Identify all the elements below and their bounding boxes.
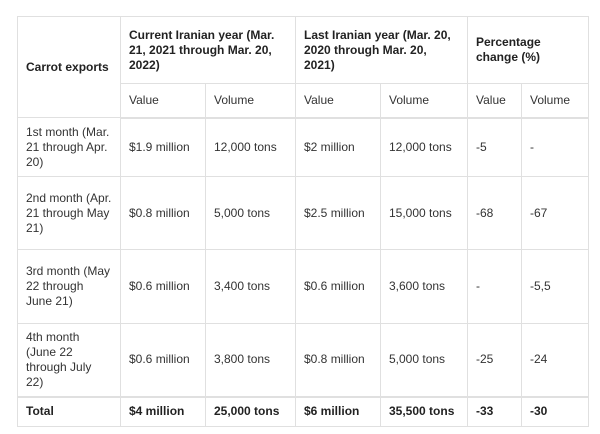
header-row: Carrot exports Current Iranian year (Mar… — [17, 16, 590, 118]
cell: -67 — [520, 176, 590, 250]
cell: $0.8 million — [120, 176, 206, 250]
total-cell: $6 million — [295, 395, 381, 427]
total-cell: $4 million — [120, 395, 206, 427]
cell: - — [467, 249, 522, 324]
cell: 12,000 tons — [205, 117, 296, 177]
cell: 12,000 tons — [380, 117, 468, 177]
table-row: 2nd month (Apr. 21 through May 21) $0.8 … — [17, 176, 590, 250]
table-row: 3rd month (May 22 through June 21) $0.6 … — [17, 249, 590, 324]
cell: $0.8 million — [295, 323, 381, 397]
total-row: Total $4 million 25,000 tons $6 million … — [17, 395, 590, 427]
total-cell: -33 — [467, 395, 522, 427]
total-cell: 35,500 tons — [380, 395, 468, 427]
subheader: Value — [467, 83, 522, 119]
cell: $0.6 million — [120, 249, 206, 324]
subheader: Volume — [520, 83, 590, 119]
cell: 3,400 tons — [205, 249, 296, 324]
subheader: Volume — [205, 83, 296, 119]
cell: 15,000 tons — [380, 176, 468, 250]
cell: 3,800 tons — [205, 323, 296, 397]
cell: 3,600 tons — [380, 249, 468, 324]
row-label: 1st month (Mar. 21 through Apr. 20) — [17, 117, 121, 177]
cell: $0.6 million — [295, 249, 381, 324]
cell: -25 — [467, 323, 522, 397]
percentage-change-header: Percentage change (%) — [466, 16, 590, 84]
cell: -5,5 — [520, 249, 590, 324]
total-cell: 25,000 tons — [205, 395, 296, 427]
last-year-header: Last Iranian year (Mar. 20, 2020 through… — [295, 16, 468, 84]
cell: $2 million — [295, 117, 381, 177]
row-label: 2nd month (Apr. 21 through May 21) — [17, 176, 121, 250]
table-row: 4th month (June 22 through July 22) $0.6… — [17, 323, 590, 397]
carrot-exports-table: Carrot exports Current Iranian year (Mar… — [17, 16, 590, 427]
cell: $1.9 million — [120, 117, 206, 177]
row-label: 4th month (June 22 through July 22) — [17, 323, 121, 397]
subheader-row: Value Volume Value Volume Value Volume — [18, 83, 590, 119]
cell: -68 — [467, 176, 522, 250]
cell: 5,000 tons — [380, 323, 468, 397]
subheader: Value — [295, 83, 381, 119]
current-year-header: Current Iranian year (Mar. 21, 2021 thro… — [120, 16, 296, 84]
subheader: Volume — [380, 83, 468, 119]
cell: $2.5 million — [295, 176, 381, 250]
cell: $0.6 million — [120, 323, 206, 397]
table-row: 1st month (Mar. 21 through Apr. 20) $1.9… — [17, 117, 590, 177]
row-label: 3rd month (May 22 through June 21) — [17, 249, 121, 324]
cell: 5,000 tons — [205, 176, 296, 250]
cell: - — [520, 117, 590, 177]
cell: -5 — [467, 117, 522, 177]
total-label: Total — [17, 395, 121, 427]
row-label-header: Carrot exports — [17, 16, 121, 118]
cell: -24 — [520, 323, 590, 397]
total-cell: -30 — [520, 395, 590, 427]
subheader: Value — [120, 83, 206, 119]
